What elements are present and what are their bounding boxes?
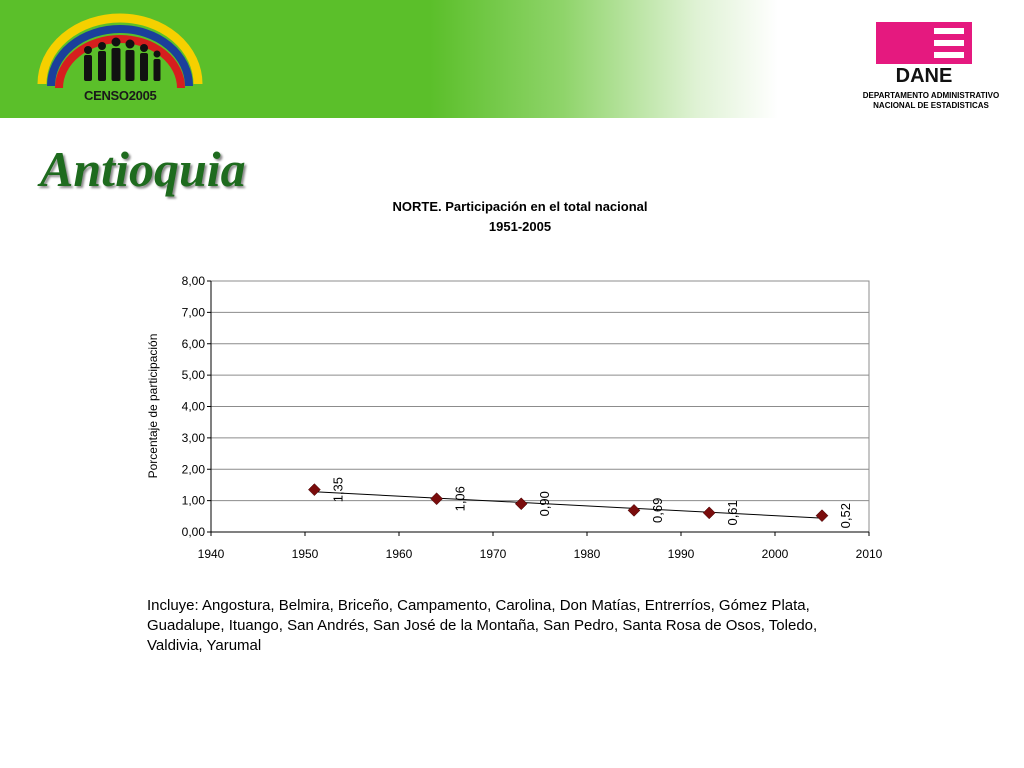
y-tick-label: 1,00 [182,494,206,508]
data-point-marker [514,497,528,511]
page-title: Antioquia [40,141,246,197]
municipalities-note: Incluye: Angostura, Belmira, Briceño, Ca… [147,597,818,654]
data-point-label: 0,90 [537,491,552,516]
data-point-marker [430,492,443,506]
data-point-label: 1,06 [453,486,468,511]
data-point-marker [308,483,321,496]
y-tick-label: 6,00 [182,337,206,351]
chart-subtitle: 1951-2005 [489,219,551,234]
y-tick-label: 2,00 [182,462,206,476]
censo-logo-text: CENSO2005 [84,88,157,103]
dane-caption-line2: NACIONAL DE ESTADISTICAS [873,101,989,110]
chart-title: NORTE. Participación en el total naciona… [393,199,648,214]
x-tick-label: 1940 [198,547,225,561]
x-tick-label: 1970 [480,547,507,561]
y-tick-label: 7,00 [182,305,206,319]
x-tick-label: 1990 [668,547,695,561]
x-tick-label: 2010 [856,547,883,561]
dane-caption-line1: DEPARTAMENTO ADMINISTRATIVO [862,91,1000,100]
data-point-marker [627,503,641,517]
dane-caption: DEPARTAMENTO ADMINISTRATIVO NACIONAL DE … [840,91,1022,111]
y-tick-label: 8,00 [182,274,206,288]
dane-logo: DANE [876,22,972,84]
data-point-marker [815,509,829,523]
y-tick-label: 4,00 [182,400,206,414]
data-point-marker [702,506,716,520]
data-point-label: 0,52 [838,503,853,528]
dane-logo-text: DANE [896,65,953,84]
y-tick-label: 5,00 [182,368,206,382]
data-point-label: 0,61 [725,500,740,525]
x-tick-label: 1960 [386,547,413,561]
y-tick-label: 3,00 [182,431,206,445]
censo-2005-logo [37,13,203,89]
y-axis-title: Porcentaje de participación [146,334,160,479]
x-tick-label: 1980 [574,547,601,561]
data-point-label: 1,35 [330,477,345,502]
x-tick-label: 1950 [292,547,319,561]
trendline [314,491,823,519]
x-tick-label: 2000 [762,547,789,561]
data-point-label: 0,69 [650,498,665,523]
y-tick-label: 0,00 [182,525,206,539]
